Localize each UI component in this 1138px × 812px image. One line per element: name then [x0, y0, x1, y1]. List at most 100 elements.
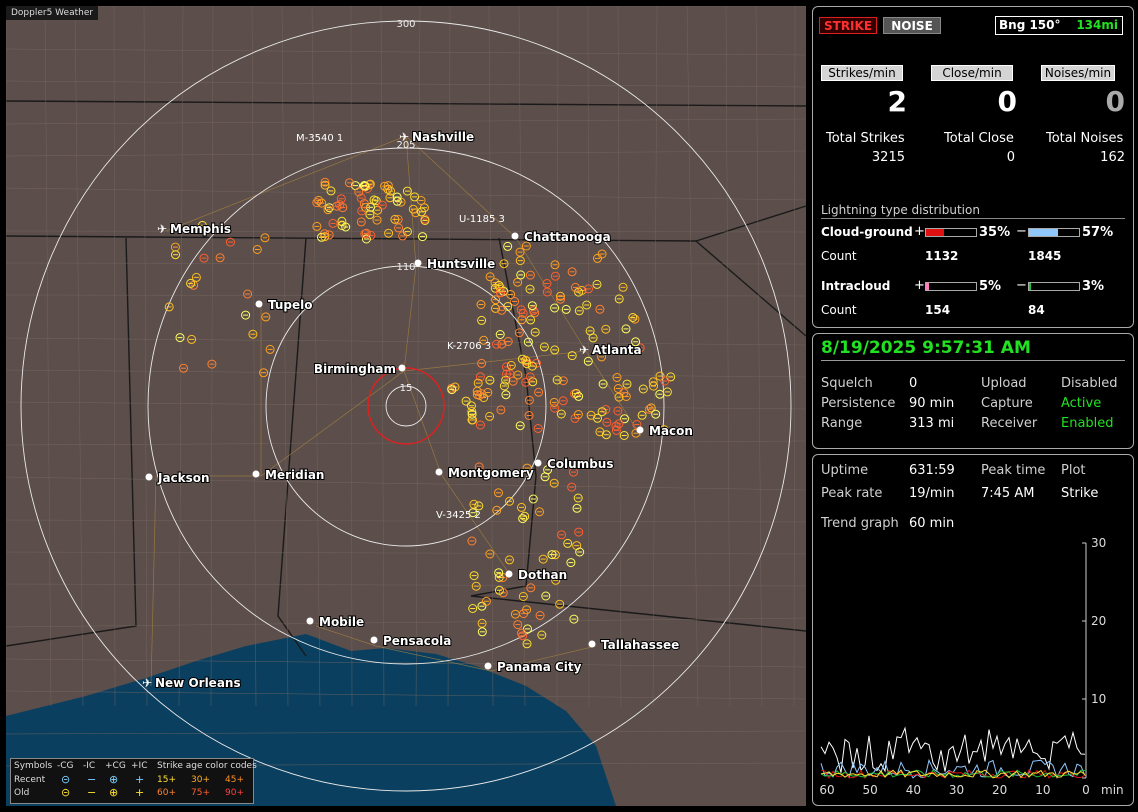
- strike-marker: [497, 305, 507, 315]
- cg-minus-sign: −: [1016, 224, 1027, 239]
- strike-marker: [248, 329, 258, 339]
- strike-marker: [481, 596, 491, 606]
- strike-marker: [574, 527, 584, 537]
- strike-marker: [549, 478, 559, 488]
- strike-marker: [506, 360, 516, 370]
- legend-neg-cg-recent-symbol: ⊝: [61, 773, 71, 786]
- strike-marker: [613, 406, 623, 416]
- strike-marker: [635, 343, 645, 353]
- strike-marker: [550, 403, 560, 413]
- strike-marker: [386, 186, 395, 196]
- strike-marker: [380, 181, 390, 191]
- trend-lines: [820, 726, 1086, 779]
- strike-marker: [320, 177, 330, 187]
- strike-marker: [517, 354, 527, 364]
- strike-marker: [535, 507, 544, 517]
- distribution-divider: [821, 218, 1125, 219]
- strike-marker: [410, 192, 420, 202]
- strike-marker: [518, 592, 528, 601]
- strike-marker: [341, 222, 351, 232]
- strike-marker: [517, 502, 526, 512]
- strike-marker: [618, 282, 628, 292]
- strike-marker: [575, 547, 585, 557]
- persistence-value: 90 min: [909, 396, 955, 411]
- ic-positive-bar: [925, 282, 977, 291]
- strike-marker: [621, 324, 631, 334]
- noise-rate-value: 0: [1105, 85, 1125, 118]
- ic-plus-sign: +: [914, 278, 925, 293]
- strike-marker: [383, 184, 393, 194]
- ic-positive-pct: 5%: [979, 279, 1002, 294]
- strike-tab[interactable]: STRIKE: [819, 17, 877, 34]
- strike-marker: [392, 196, 402, 206]
- strike-marker: [420, 216, 430, 225]
- squelch-value: 0: [909, 376, 918, 391]
- strike-marker: [467, 536, 477, 546]
- strike-marker: [494, 488, 503, 498]
- distribution-title: Lightning type distribution: [821, 203, 980, 217]
- strike-marker: [494, 280, 504, 290]
- legend-age-75: 75+: [191, 788, 210, 798]
- strike-marker: [197, 220, 207, 230]
- strike-marker: [519, 609, 529, 619]
- strike-marker: [557, 530, 567, 540]
- strike-marker: [402, 186, 412, 196]
- strike-marker: [574, 306, 584, 316]
- city-label: Pensacola: [383, 634, 451, 648]
- city-dot: [505, 570, 513, 578]
- strike-marker: [574, 391, 584, 401]
- trend-x-unit: min: [1101, 783, 1124, 797]
- strike-marker: [628, 313, 638, 322]
- radar-map[interactable]: 300 205 110 15 M-3540 1 U-1185 3 K-2706 3 V…: [6, 6, 806, 806]
- upload-value: Disabled: [1061, 376, 1118, 391]
- strike-marker: [265, 344, 275, 354]
- legend-pos-ic: +IC: [131, 761, 148, 771]
- strike-marker: [326, 186, 336, 196]
- strike-marker: [513, 620, 523, 630]
- strike-marker: [394, 223, 404, 233]
- strike-marker: [494, 568, 504, 578]
- total-close-value: 0: [1006, 150, 1015, 165]
- strike-marker: [526, 583, 536, 593]
- cg-positive-bar: [925, 228, 977, 237]
- noise-tab[interactable]: NOISE: [883, 17, 941, 34]
- strike-marker: [567, 351, 577, 361]
- city-dot: [145, 473, 153, 481]
- peak-time-label: Peak time: [981, 463, 1046, 478]
- city-label: Nashville: [412, 130, 474, 144]
- strike-marker: [477, 627, 487, 637]
- strike-marker: [320, 232, 330, 242]
- squelch-label: Squelch: [821, 376, 873, 391]
- strike-marker: [551, 575, 561, 585]
- strike-marker: [360, 229, 370, 239]
- strike-marker: [611, 425, 621, 435]
- strike-marker: [314, 195, 324, 205]
- ring-label-110: 110: [396, 262, 415, 273]
- total-noises-value: 162: [1100, 150, 1125, 165]
- trend-ticks: 30 20 10 60 50 40 30 20 10 0 min: [819, 536, 1123, 797]
- strike-marker: [417, 207, 426, 217]
- trend-panel: Uptime 631:59 Peak time Plot Peak rate 1…: [812, 454, 1134, 806]
- strike-marker: [515, 256, 525, 266]
- strike-marker: [530, 327, 540, 337]
- strike-marker: [418, 232, 427, 242]
- strike-marker: [567, 482, 577, 492]
- strike-marker: [477, 601, 487, 611]
- strike-markers: [164, 177, 676, 649]
- legend-pos-cg-recent-symbol: ⊕: [109, 773, 119, 786]
- strike-marker: [501, 375, 511, 385]
- strike-marker: [614, 294, 624, 304]
- strike-marker: [356, 193, 366, 203]
- strike-marker: [630, 314, 640, 324]
- strike-marker: [660, 376, 670, 386]
- strike-marker: [649, 381, 658, 391]
- legend-neg-ic-recent-symbol: −: [87, 773, 97, 786]
- strike-marker: [659, 425, 669, 435]
- strike-marker: [261, 312, 271, 322]
- strike-marker: [467, 406, 477, 416]
- plot-value: Strike: [1061, 486, 1099, 501]
- strike-marker: [471, 581, 481, 591]
- strike-marker: [328, 218, 338, 228]
- strike-marker: [522, 359, 532, 369]
- cell-label: K-2706 3: [447, 341, 491, 352]
